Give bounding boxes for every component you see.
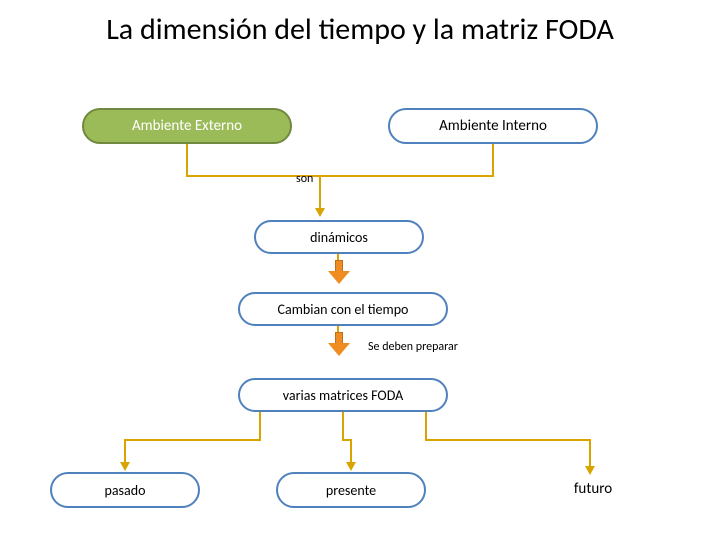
node-dinamicos: dinámicos (254, 220, 424, 254)
label-son: son (296, 172, 313, 186)
node-cambian: Cambian con el tiempo (238, 292, 448, 326)
connectors-layer (0, 0, 720, 540)
node-label: Cambian con el tiempo (278, 301, 409, 318)
node-label: futuro (574, 480, 612, 498)
page-title: La dimensión del tiempo y la matriz FODA (0, 0, 720, 48)
node-label: pasado (105, 482, 146, 499)
node-label: Ambiente Interno (439, 117, 547, 135)
block-arrow-icon (330, 260, 348, 282)
node-label: Ambiente Externo (132, 117, 242, 135)
node-presente: presente (276, 472, 426, 508)
node-label: varias matrices FODA (283, 387, 403, 404)
label-preparar: Se deben preparar (368, 340, 458, 354)
node-pasado: pasado (50, 472, 200, 508)
node-ambiente-interno: Ambiente Interno (388, 108, 598, 144)
node-label: dinámicos (310, 229, 368, 246)
node-ambiente-externo: Ambiente Externo (82, 108, 292, 144)
node-varias-matrices: varias matrices FODA (238, 378, 448, 412)
block-arrow-icon (330, 332, 348, 354)
node-futuro: futuro (538, 474, 648, 504)
node-label: presente (326, 482, 376, 499)
